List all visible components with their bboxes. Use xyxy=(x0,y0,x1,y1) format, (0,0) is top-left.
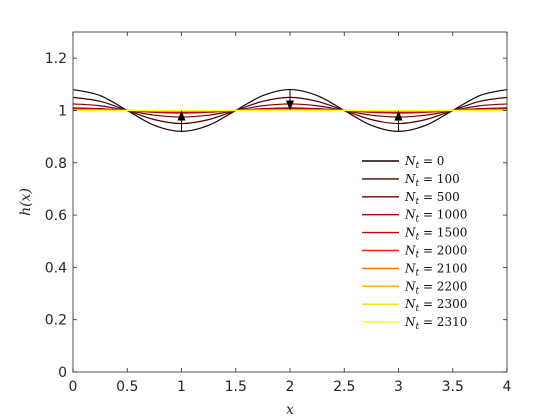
x-tick-label: 1.5 xyxy=(225,379,247,395)
x-tick-label: 0 xyxy=(69,379,78,395)
legend-label: Nt = 2310 xyxy=(404,315,467,332)
legend-label: Nt = 2000 xyxy=(404,244,467,261)
x-tick-label: 1 xyxy=(177,379,186,395)
legend-item: Nt = 1500 xyxy=(362,226,467,243)
x-tick-label: 3 xyxy=(394,379,403,395)
x-axis-label: x xyxy=(286,402,294,418)
tick-layer: 0 0.5 1 1.5 2 2.5 3 3.5 4 0 0.2 0.4 0.6 0.8 1 1.2 xyxy=(45,32,512,395)
legend-label: Nt = 1000 xyxy=(404,208,467,225)
y-tick-label: 0 xyxy=(58,365,67,381)
y-tick-label: 1 xyxy=(58,103,67,119)
legend-item: Nt = 500 xyxy=(362,190,460,207)
legend-item: Nt = 100 xyxy=(362,172,460,189)
legend-item: Nt = 1000 xyxy=(362,208,467,225)
arrow-annotation-down xyxy=(286,89,294,111)
legend-label: Nt = 1500 xyxy=(404,226,467,243)
y-axis-label: h(x) xyxy=(18,188,34,216)
legend-item: Nt = 0 xyxy=(362,154,444,171)
arrow-annotation-up xyxy=(177,110,186,132)
y-tick-label: 0.2 xyxy=(45,313,67,329)
legend-item: Nt = 2000 xyxy=(362,244,467,261)
legend-label: Nt = 2100 xyxy=(404,261,467,278)
arrow-layer xyxy=(177,89,403,132)
legend-label: Nt = 0 xyxy=(404,154,444,171)
y-tick-label: 0.6 xyxy=(45,208,67,224)
x-tick-label: 2.5 xyxy=(333,379,355,395)
y-tick-label: 0.8 xyxy=(45,156,67,172)
legend-label: Nt = 500 xyxy=(404,190,460,207)
x-tick-label: 4 xyxy=(503,379,512,395)
legend-item: Nt = 2200 xyxy=(362,279,467,296)
legend-label: Nt = 2300 xyxy=(404,297,467,314)
arrow-annotation-up xyxy=(394,110,403,132)
plot-area xyxy=(73,32,507,372)
legend-label: Nt = 100 xyxy=(404,172,460,189)
x-tick-label: 3.5 xyxy=(442,379,464,395)
legend-item: Nt = 2310 xyxy=(362,315,467,332)
legend-item: Nt = 2100 xyxy=(362,261,467,278)
legend-label: Nt = 2200 xyxy=(404,279,467,296)
x-tick-label: 2 xyxy=(286,379,295,395)
y-tick-label: 1.2 xyxy=(45,51,67,67)
y-tick-label: 0.4 xyxy=(45,260,67,276)
x-tick-label: 0.5 xyxy=(116,379,138,395)
legend-item: Nt = 2300 xyxy=(362,297,467,314)
